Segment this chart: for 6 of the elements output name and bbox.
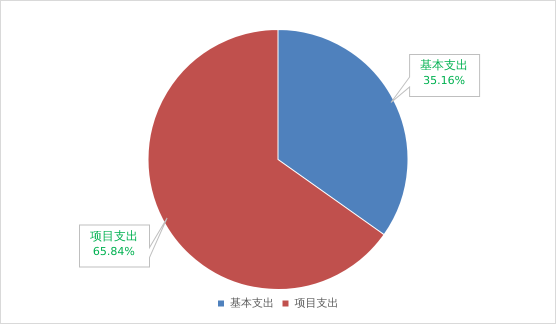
slice-label: 项目支出 [88,228,139,244]
legend-label: 项目支出 [294,296,338,310]
legend-label: 基本支出 [230,296,274,310]
data-label: 65.84% [92,244,136,260]
slice-label: 基本支出 [419,57,470,74]
data-label: 35.16% [422,73,466,90]
